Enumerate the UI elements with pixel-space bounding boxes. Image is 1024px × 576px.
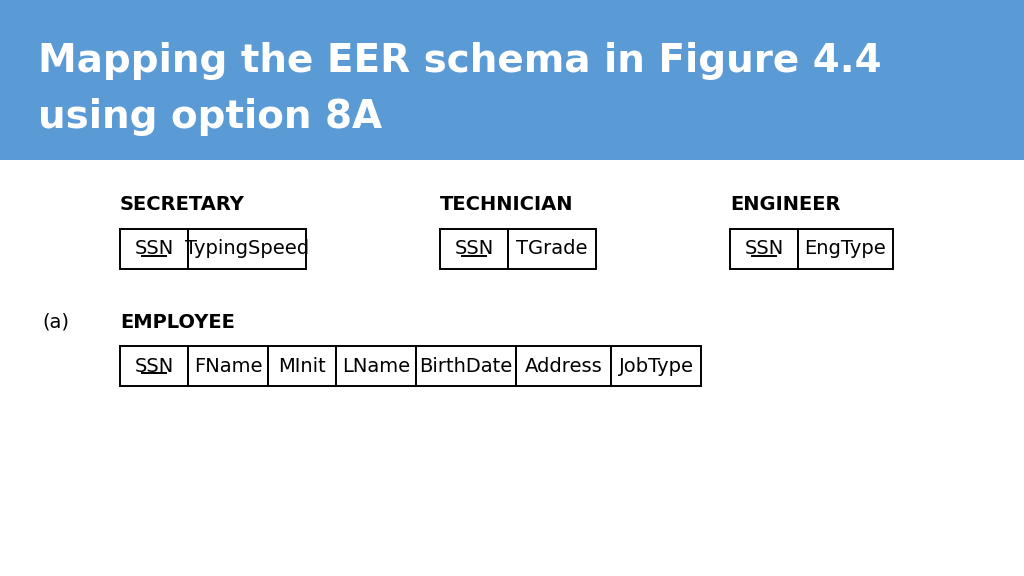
FancyBboxPatch shape [120, 229, 188, 269]
FancyBboxPatch shape [188, 346, 268, 386]
Text: SSN: SSN [134, 240, 174, 259]
Text: SSN: SSN [455, 240, 494, 259]
Text: EMPLOYEE: EMPLOYEE [120, 313, 234, 332]
FancyBboxPatch shape [611, 346, 701, 386]
Text: using option 8A: using option 8A [38, 98, 382, 136]
Text: Mapping the EER schema in Figure 4.4: Mapping the EER schema in Figure 4.4 [38, 42, 882, 80]
Text: JobType: JobType [618, 357, 693, 376]
Text: SSN: SSN [744, 240, 783, 259]
Text: SECRETARY: SECRETARY [120, 195, 245, 214]
FancyBboxPatch shape [798, 229, 893, 269]
FancyBboxPatch shape [120, 346, 188, 386]
Text: TypingSpeed: TypingSpeed [185, 240, 309, 259]
Text: SSN: SSN [134, 357, 174, 376]
FancyBboxPatch shape [268, 346, 336, 386]
Text: ENGINEER: ENGINEER [730, 195, 841, 214]
Text: TECHNICIAN: TECHNICIAN [440, 195, 573, 214]
FancyBboxPatch shape [0, 0, 1024, 160]
FancyBboxPatch shape [0, 160, 1024, 576]
FancyBboxPatch shape [516, 346, 611, 386]
Text: MInit: MInit [279, 357, 326, 376]
FancyBboxPatch shape [416, 346, 516, 386]
Text: FName: FName [194, 357, 262, 376]
Text: BirthDate: BirthDate [420, 357, 513, 376]
Text: TGrade: TGrade [516, 240, 588, 259]
FancyBboxPatch shape [730, 229, 798, 269]
FancyBboxPatch shape [336, 346, 416, 386]
Text: EngType: EngType [805, 240, 887, 259]
FancyBboxPatch shape [508, 229, 596, 269]
Text: LName: LName [342, 357, 410, 376]
FancyBboxPatch shape [188, 229, 306, 269]
Text: (a): (a) [42, 313, 69, 332]
Text: Address: Address [524, 357, 602, 376]
FancyBboxPatch shape [440, 229, 508, 269]
